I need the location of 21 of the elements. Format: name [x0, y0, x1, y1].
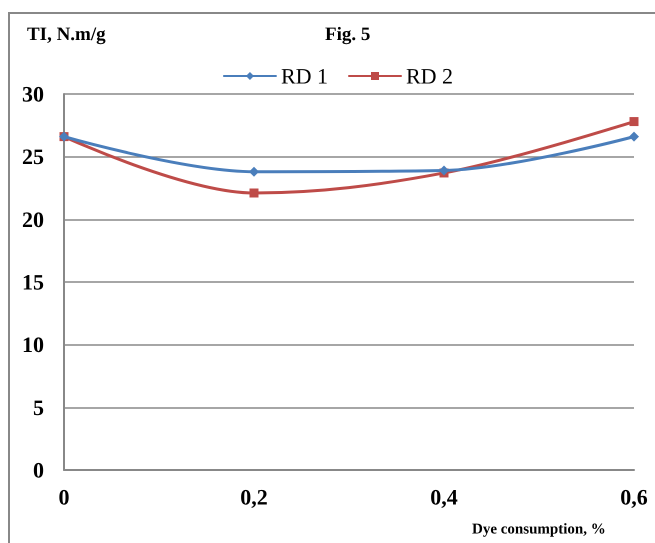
chart-title: Fig. 5: [325, 24, 370, 45]
point: [629, 132, 639, 142]
y-tick-label: 20: [22, 206, 44, 232]
point: [630, 117, 638, 126]
x-tick-label: 0,4: [430, 484, 458, 510]
x-tick-label: 0,6: [620, 484, 648, 510]
y-axis-title: TI, N.m/g: [27, 24, 106, 45]
legend-label: RD 1: [280, 64, 328, 88]
point: [250, 188, 258, 198]
legend-label: RD 2: [406, 64, 454, 88]
x-tick-label: 0,2: [240, 484, 268, 510]
y-tick-label: 5: [33, 394, 44, 420]
point: [249, 166, 259, 177]
y-tick-label: 30: [22, 82, 44, 106]
x-axis-title: Dye consumption, %: [472, 522, 606, 538]
y-tick-label: 15: [22, 270, 44, 294]
x-tick-label: 0: [58, 484, 70, 510]
point: [439, 165, 449, 176]
y-tick-label: 0: [33, 458, 44, 482]
y-tick-label: 25: [22, 144, 44, 170]
y-tick-label: 10: [22, 332, 44, 358]
